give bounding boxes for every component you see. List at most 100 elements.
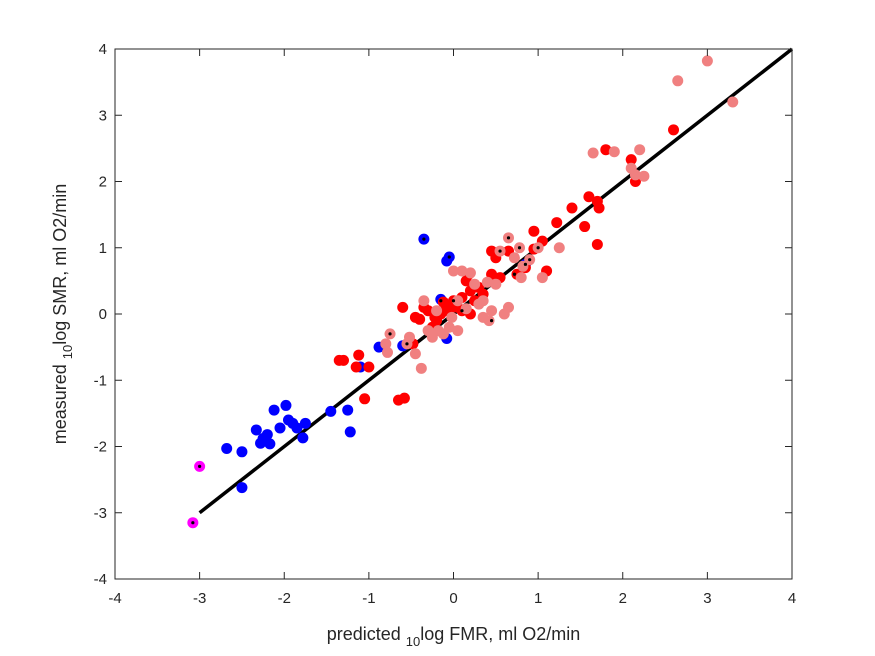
data-point-series-3 xyxy=(353,349,365,361)
data-point-series-4 xyxy=(638,170,650,182)
x-axis-label-subscript: 10 xyxy=(406,634,420,649)
data-point-series-1 xyxy=(291,422,303,434)
data-point-series-3 xyxy=(566,202,578,214)
data-point-series-4 xyxy=(503,301,515,313)
point-center-marker xyxy=(523,262,528,266)
data-point-series-4 xyxy=(456,265,468,277)
data-point-series-4 xyxy=(452,295,464,307)
data-point-series-4 xyxy=(446,311,458,323)
point-center-marker xyxy=(439,299,443,303)
data-point-series-4 xyxy=(608,146,620,158)
data-point-series-4 xyxy=(409,348,421,360)
data-point-series-4 xyxy=(515,272,527,284)
data-point-series-1 xyxy=(280,399,292,411)
x-tick-label: -4 xyxy=(108,590,121,607)
data-point-series-4 xyxy=(460,303,472,315)
data-point-series-1 xyxy=(261,429,273,441)
y-tick-label: -1 xyxy=(94,372,107,389)
data-point-series-4 xyxy=(634,144,646,156)
data-point-series-4 xyxy=(469,278,481,290)
point-markers-layer xyxy=(191,236,540,525)
x-tick-label: 4 xyxy=(788,590,796,607)
data-point-series-4 xyxy=(701,55,713,67)
data-point-series-4 xyxy=(727,96,739,108)
data-point-series-1 xyxy=(221,442,233,454)
data-point-series-3 xyxy=(593,202,605,214)
data-point-series-4 xyxy=(483,315,495,327)
data-point-series-1 xyxy=(325,405,337,417)
data-point-series-3 xyxy=(579,221,591,233)
y-tick-label: 0 xyxy=(99,306,107,323)
data-point-series-1 xyxy=(274,422,286,434)
point-center-marker xyxy=(405,342,409,346)
data-point-series-4 xyxy=(486,305,498,317)
data-point-series-4 xyxy=(448,265,459,277)
point-center-marker xyxy=(506,236,511,240)
data-point-series-4 xyxy=(403,331,415,343)
data-point-series-4 xyxy=(587,147,599,159)
data-point-series-4 xyxy=(490,278,502,290)
data-point-series-4 xyxy=(477,295,489,307)
data-point-series-1 xyxy=(255,437,267,449)
point-center-marker xyxy=(451,299,456,303)
data-point-series-3 xyxy=(337,354,349,366)
data-point-series-3 xyxy=(528,225,540,237)
x-tick-label: 3 xyxy=(703,590,711,607)
y-tick-label: 1 xyxy=(99,240,107,257)
x-tick-label: -2 xyxy=(278,590,291,607)
y-tick-label: -2 xyxy=(94,439,107,456)
data-point-series-4 xyxy=(629,169,641,181)
data-points-layer xyxy=(187,55,739,529)
data-point-series-4 xyxy=(381,346,393,358)
y-tick-label: 3 xyxy=(99,107,107,124)
data-point-series-3 xyxy=(583,191,595,203)
data-point-series-1 xyxy=(297,432,309,444)
data-point-series-4 xyxy=(452,325,464,337)
point-center-marker xyxy=(198,464,202,468)
y-tick-label: -3 xyxy=(94,505,107,522)
data-point-series-4 xyxy=(464,267,476,279)
x-tick-label: -1 xyxy=(362,590,375,607)
data-point-series-3 xyxy=(414,313,426,325)
data-point-series-4 xyxy=(508,252,520,264)
data-point-series-3 xyxy=(359,393,371,405)
data-point-series-3 xyxy=(422,305,434,317)
data-point-series-4 xyxy=(415,362,427,374)
data-point-series-3 xyxy=(600,144,612,156)
data-point-series-4 xyxy=(380,338,392,350)
point-center-marker xyxy=(447,255,451,259)
data-point-series-3 xyxy=(397,301,409,313)
data-point-series-4 xyxy=(431,305,443,317)
point-center-marker xyxy=(489,319,494,323)
data-point-series-1 xyxy=(250,424,262,436)
point-center-marker xyxy=(388,332,392,336)
x-tick-label: -3 xyxy=(193,590,206,607)
data-point-series-1 xyxy=(344,426,356,438)
y-axis-label-suffix: log SMR, ml O2/min xyxy=(50,184,70,345)
point-center-marker xyxy=(528,258,532,262)
data-point-series-3 xyxy=(363,361,375,373)
data-point-series-3 xyxy=(398,392,410,404)
data-point-series-3 xyxy=(350,361,362,373)
y-axis-label: measured 10log SMR, ml O2/min xyxy=(50,184,75,445)
x-axis-label-prefix: predicted xyxy=(327,624,406,644)
data-point-series-1 xyxy=(268,404,280,416)
y-axis-label-subscript: 10 xyxy=(60,345,75,359)
data-point-series-4 xyxy=(418,295,430,307)
data-point-series-4 xyxy=(443,321,455,333)
data-point-series-1 xyxy=(299,417,311,429)
ticks-layer: -4 -3 -2 -1 0 1 2 3 4 -4 -3 -2 -1 0 1 2 3 4 xyxy=(94,41,797,607)
data-point-series-1 xyxy=(236,446,248,458)
y-tick-label: -4 xyxy=(94,571,107,588)
point-center-marker xyxy=(191,521,195,525)
data-point-series-1 xyxy=(342,404,354,416)
data-point-series-3 xyxy=(551,217,563,229)
data-point-series-3 xyxy=(625,154,637,166)
point-center-marker xyxy=(460,309,464,313)
x-tick-label: 2 xyxy=(619,590,627,607)
data-point-series-1 xyxy=(236,482,248,494)
x-axis-label: predicted 10log FMR, ml O2/min xyxy=(327,624,581,649)
data-point-series-4 xyxy=(536,272,548,284)
point-center-marker xyxy=(498,249,502,253)
x-axis-label-suffix: log FMR, ml O2/min xyxy=(420,624,580,644)
